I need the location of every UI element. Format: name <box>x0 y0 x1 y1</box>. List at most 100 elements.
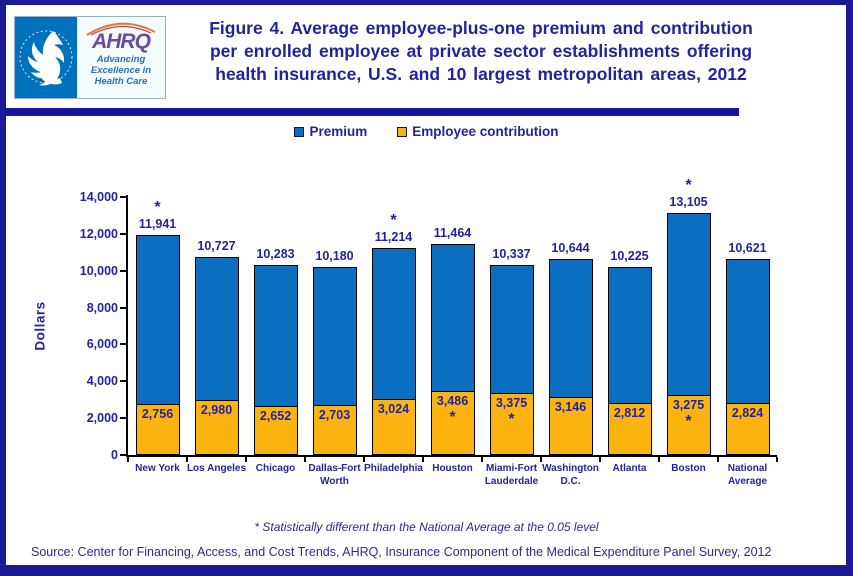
premium-value-los-angeles: 10,727 <box>197 239 236 254</box>
y-tick-label: 4,000 <box>86 374 118 389</box>
y-tick-label: 0 <box>111 448 118 462</box>
contribution-bar-miami-fort-lauderdale <box>489 392 534 455</box>
x-axis-line <box>126 455 777 457</box>
x-tick-mark <box>363 457 365 462</box>
category-label-new-york: New York <box>135 463 180 474</box>
agency-logo: AHRQ Advancing Excellence in Health Care <box>14 16 166 99</box>
premium-value-atlanta: 10,225 <box>610 248 649 263</box>
y-tick-mark <box>120 269 126 272</box>
premium-swatch-icon <box>294 126 305 137</box>
premium-asterisk-new-york: * <box>154 198 161 216</box>
category-label-philadelphia: Philadelphia <box>364 463 423 474</box>
legend-item-contribution: Employee contribution <box>397 124 559 139</box>
contribution-swatch-icon <box>397 126 408 137</box>
frame-border-left <box>0 0 6 576</box>
x-tick-mark <box>304 457 306 462</box>
contribution-bar-los-angeles <box>194 400 239 455</box>
x-tick-mark <box>127 457 129 462</box>
y-tick-label: 14,000 <box>79 190 118 204</box>
x-tick-mark <box>599 457 601 462</box>
statistical-footnote: * Statistically different than the Natio… <box>254 520 599 534</box>
x-tick-mark <box>776 457 778 462</box>
premium-value-dallas-fort-worth: 10,180 <box>315 249 354 264</box>
x-tick-mark <box>658 457 660 462</box>
y-tick-label: 6,000 <box>86 337 118 352</box>
contribution-value-dallas-fort-worth: 2,703 <box>318 408 351 423</box>
contribution-value-new-york: 2,756 <box>141 407 174 422</box>
x-tick-mark <box>481 457 483 462</box>
contribution-value-boston: 3,275 <box>672 397 705 412</box>
ahrq-acronym: AHRQ <box>92 30 151 53</box>
contribution-bar-houston <box>430 390 475 455</box>
y-tick-mark <box>120 306 126 309</box>
contribution-bar-new-york <box>135 404 180 455</box>
contribution-asterisk-houston: * <box>449 408 456 426</box>
premium-value-houston: 11,464 <box>433 225 472 240</box>
figure-title: Figure 4. Average employee-plus-one prem… <box>175 17 787 86</box>
category-label-washington-d-c: Washington D.C. <box>542 463 599 487</box>
contribution-bar-washington-d-c <box>548 397 593 455</box>
ahrq-rainbow-arc-icon <box>86 22 156 36</box>
y-tick-label: 12,000 <box>79 226 118 241</box>
contribution-value-miami-fort-lauderdale: 3,375 <box>495 395 528 410</box>
y-tick-label: 10,000 <box>79 263 118 278</box>
figure-title-line-2: per enrolled employee at private sector … <box>209 41 753 62</box>
figure-title-line-3: health insurance, U.S. and 10 largest me… <box>215 64 747 85</box>
premium-value-washington-d-c: 10,644 <box>551 240 590 255</box>
y-tick-mark <box>120 380 126 383</box>
legend-item-premium: Premium <box>294 124 367 139</box>
figure-title-line-1: Figure 4. Average employee-plus-one prem… <box>209 18 753 38</box>
x-tick-mark <box>245 457 247 462</box>
y-axis-line <box>126 195 128 457</box>
x-tick-mark <box>717 457 719 462</box>
frame-border-top <box>0 0 853 5</box>
y-axis-title: Dollars <box>32 301 48 351</box>
ahrq-logo: AHRQ Advancing Excellence in Health Care <box>77 17 165 98</box>
y-tick-mark <box>120 343 126 346</box>
contribution-bar-chicago <box>253 406 298 455</box>
y-tick-label: 2,000 <box>86 411 118 426</box>
premium-value-national-average: 10,621 <box>728 241 767 256</box>
chart-legend: Premium Employee contribution <box>0 124 853 139</box>
frame-border-bottom <box>0 565 853 576</box>
y-tick-mark <box>120 454 126 456</box>
contribution-asterisk-miami-fort-lauderdale: * <box>508 410 515 428</box>
contribution-bar-philadelphia <box>371 399 416 455</box>
category-label-national-average: National Average <box>727 463 768 487</box>
contribution-value-chicago: 2,652 <box>259 409 292 424</box>
contribution-value-washington-d-c: 3,146 <box>554 400 587 415</box>
premium-value-new-york: 11,941 <box>138 216 177 231</box>
premium-asterisk-boston: * <box>685 177 692 195</box>
y-tick-mark <box>120 417 126 420</box>
contribution-value-atlanta: 2,812 <box>613 406 646 421</box>
contribution-asterisk-boston: * <box>685 412 692 430</box>
premium-value-chicago: 10,283 <box>256 247 295 262</box>
premium-value-philadelphia: 11,214 <box>374 230 413 245</box>
contribution-bar-atlanta <box>607 403 652 455</box>
title-divider-rule <box>6 108 739 116</box>
category-label-dallas-fort-worth: Dallas-Fort Worth <box>308 463 361 487</box>
y-tick-label: 8,000 <box>86 300 118 315</box>
premium-value-miami-fort-lauderdale: 10,337 <box>492 246 531 261</box>
category-label-boston: Boston <box>671 463 706 474</box>
premium-value-boston: 13,105 <box>669 195 708 210</box>
category-label-los-angeles: Los Angeles <box>186 463 247 474</box>
contribution-bar-national-average <box>725 402 770 455</box>
contribution-value-philadelphia: 3,024 <box>377 402 410 417</box>
contribution-value-national-average: 2,824 <box>731 405 764 420</box>
x-tick-mark <box>186 457 188 462</box>
category-label-chicago: Chicago <box>255 463 296 474</box>
contribution-bar-dallas-fort-worth <box>312 405 357 455</box>
category-label-houston: Houston <box>432 463 473 474</box>
y-tick-mark <box>120 232 126 235</box>
ahrq-tagline: Advancing Excellence in Health Care <box>90 54 152 87</box>
y-tick-mark <box>120 196 126 198</box>
contribution-bar-boston <box>666 394 711 455</box>
contribution-value-houston: 3,486 <box>436 393 469 408</box>
legend-label-premium: Premium <box>309 124 368 139</box>
contribution-value-los-angeles: 2,980 <box>200 403 233 418</box>
hhs-seal-icon <box>15 17 77 98</box>
x-tick-mark <box>540 457 542 462</box>
